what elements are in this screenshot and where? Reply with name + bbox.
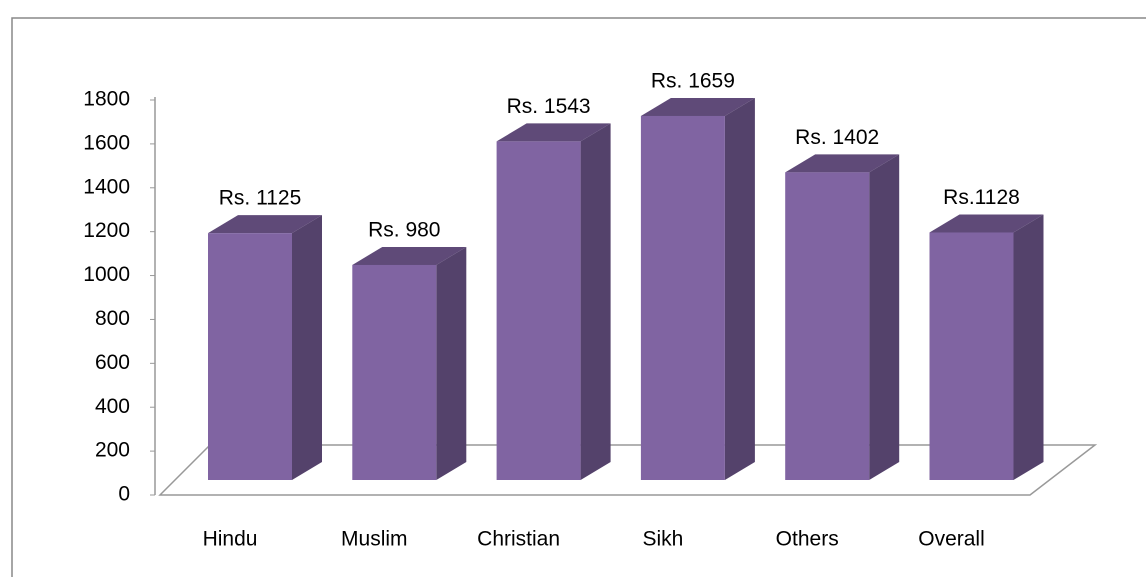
bar-top <box>352 246 467 265</box>
y-tick-label: 800 <box>95 307 130 330</box>
data-label: Rs. 1659 <box>651 69 735 92</box>
y-tick-label: 1400 <box>83 175 130 198</box>
bar-top <box>208 215 322 234</box>
x-tick-label: Hindu <box>203 528 258 551</box>
bar <box>208 233 292 480</box>
bar-side <box>869 154 900 481</box>
y-tick-label: 600 <box>95 351 130 374</box>
bar-side <box>436 246 467 480</box>
y-tick-label: 0 <box>118 483 130 506</box>
bar-side <box>580 123 611 481</box>
y-tick-label: 1200 <box>83 219 130 242</box>
y-tick-label: 1600 <box>83 131 130 154</box>
bar <box>496 141 581 480</box>
bar-side <box>1013 214 1044 480</box>
x-tick-label: Overall <box>918 528 985 551</box>
bar-top <box>640 97 755 116</box>
bar <box>640 115 725 481</box>
data-label: Rs. 1125 <box>219 187 302 210</box>
bar-top <box>785 154 900 173</box>
bar-top <box>929 214 1044 233</box>
floor <box>158 444 1098 496</box>
bar <box>929 232 1014 480</box>
bar <box>785 172 870 481</box>
y-tick-label: 1000 <box>83 263 130 286</box>
x-tick-label: Christian <box>477 528 560 551</box>
data-label: Rs. 1543 <box>507 95 591 118</box>
y-tick-label: 1800 <box>83 88 130 111</box>
bar <box>352 264 437 480</box>
data-label: Rs. 980 <box>368 218 440 241</box>
bar-side <box>292 215 322 480</box>
x-tick-label: Muslim <box>341 528 408 551</box>
y-tick-label: 400 <box>95 395 130 418</box>
data-label: Rs. 1402 <box>795 126 879 149</box>
y-tick-label: 200 <box>95 439 130 462</box>
data-label: Rs.1128 <box>943 186 1020 209</box>
bar-side <box>724 97 755 481</box>
x-tick-label: Sikh <box>642 528 683 551</box>
bar-top <box>496 123 611 142</box>
x-tick-label: Others <box>776 528 839 551</box>
